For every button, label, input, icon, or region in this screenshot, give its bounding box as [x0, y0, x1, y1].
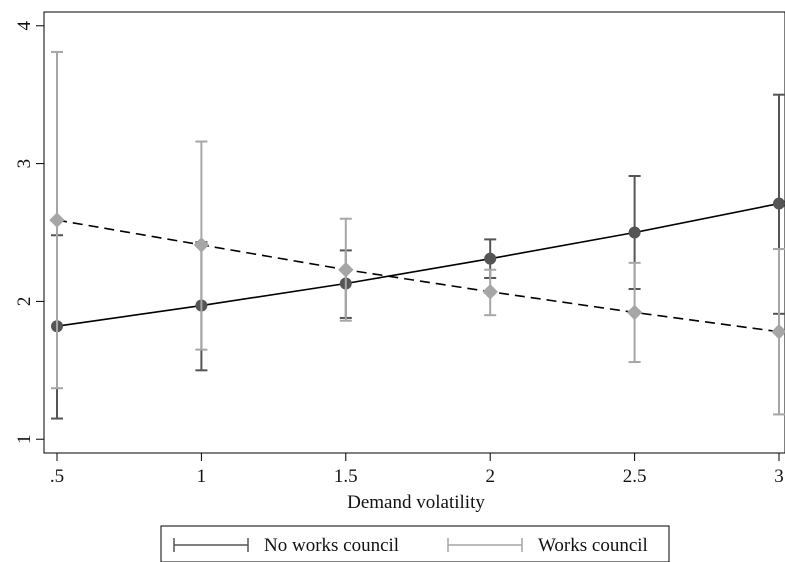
series-layer — [49, 50, 785, 420]
series-1 — [49, 50, 785, 416]
point-1-4 — [626, 304, 643, 321]
x-tick-label-4: 2.5 — [623, 466, 647, 487]
y-tick-label-1: 2 — [14, 297, 35, 307]
point-0-5 — [773, 197, 785, 210]
y-tick-label-2: 3 — [14, 159, 35, 169]
point-1-2 — [338, 262, 354, 278]
legend-label-no-works-council: No works council — [264, 535, 399, 556]
point-1-5 — [771, 324, 785, 340]
x-tick-label-5: 3 — [774, 466, 784, 487]
series-0 — [51, 93, 785, 420]
legend-box — [160, 525, 670, 562]
point-1-3 — [482, 284, 498, 300]
x-axis: .5 1 1.5 2 2.5 3 — [50, 453, 784, 487]
legend-label-works-council: Works council — [538, 535, 648, 556]
x-tick-label-1: 1 — [197, 466, 207, 487]
plot-frame — [43, 11, 785, 454]
y-tick-label-0: 1 — [14, 434, 35, 444]
series-line-0 — [56, 202, 780, 328]
point-1-1 — [193, 237, 210, 253]
y-axis: 1 2 3 4 — [14, 21, 44, 444]
point-1-0 — [49, 212, 65, 228]
series-line-1 — [56, 219, 780, 333]
x-tick-label-3: 2 — [485, 466, 495, 487]
y-tick-label-3: 4 — [14, 21, 35, 31]
x-tick-label-2: 1.5 — [334, 466, 358, 487]
point-0-4 — [628, 226, 641, 239]
point-0-3 — [484, 252, 497, 265]
legend: No works council Works council — [160, 525, 670, 562]
legend-item-no-works-council: No works council — [173, 535, 399, 556]
x-tick-label-0: .5 — [50, 466, 64, 487]
x-axis-label: Demand volatility — [347, 492, 485, 513]
legend-item-works-council: Works council — [447, 535, 648, 556]
